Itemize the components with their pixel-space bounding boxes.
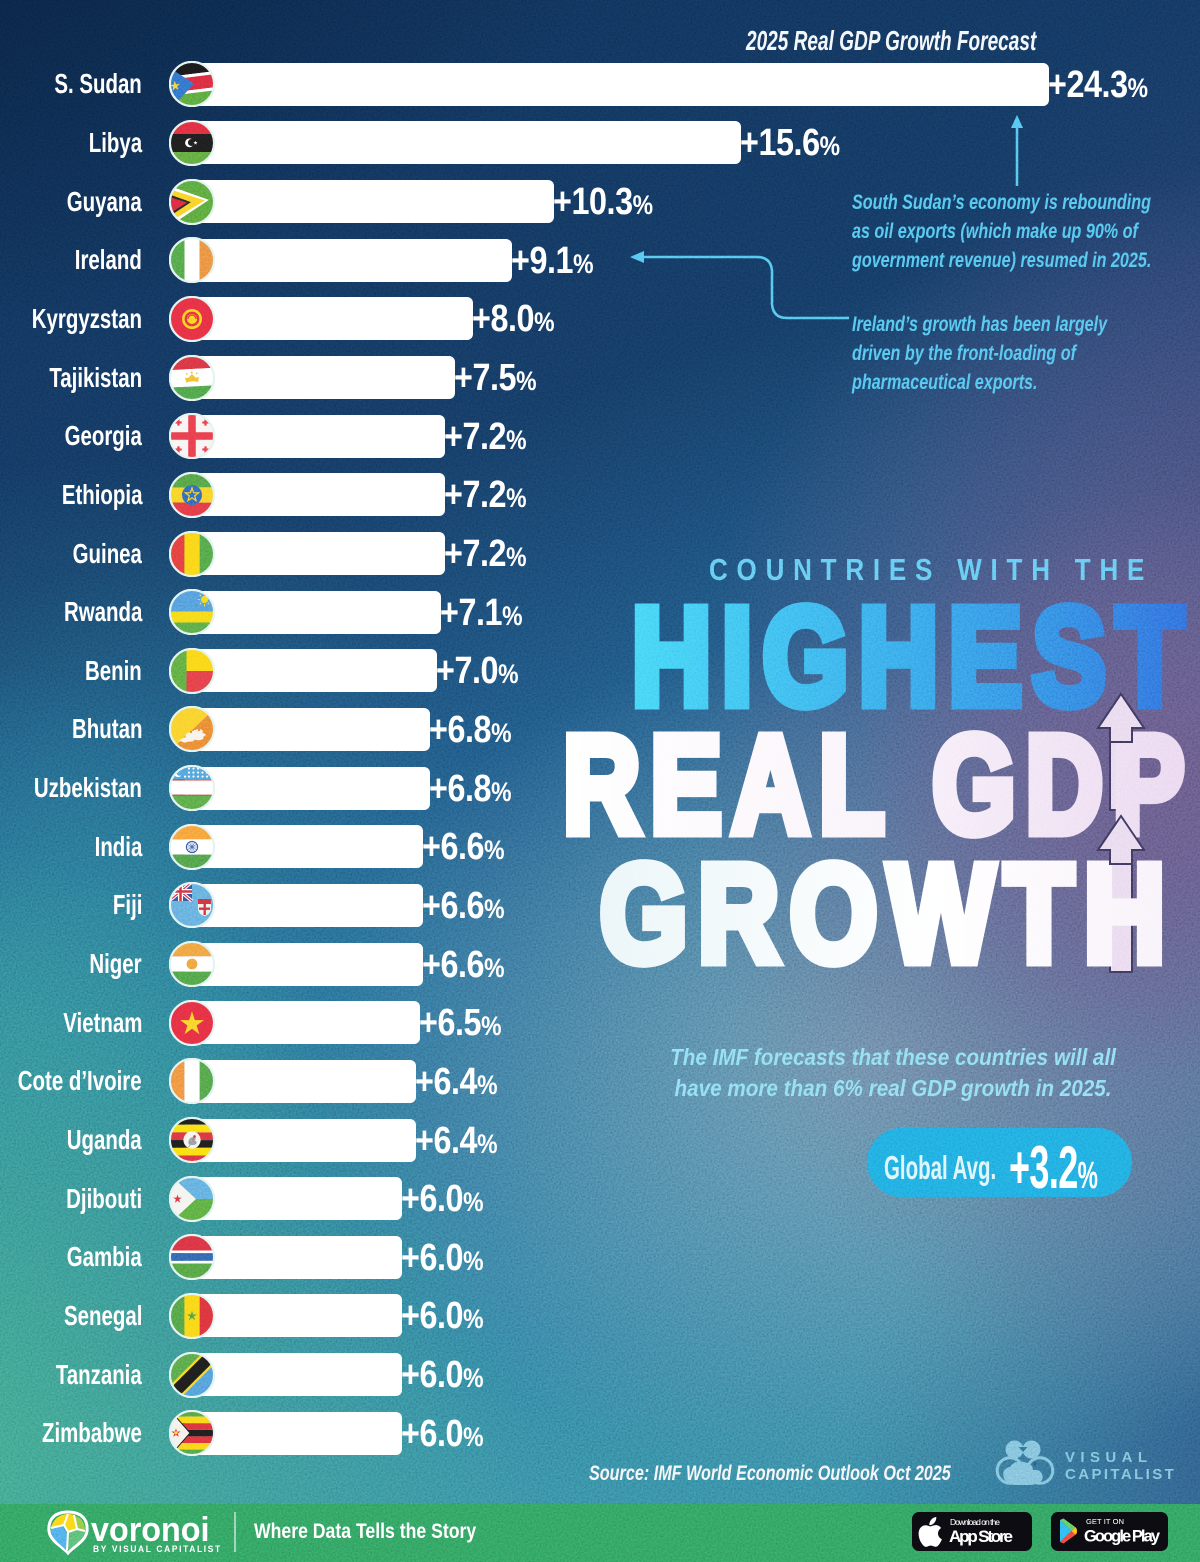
svg-text:VISUAL: VISUAL	[1065, 1449, 1152, 1466]
svg-text:GET IT ON: GET IT ON	[1086, 1517, 1124, 1526]
svg-text:Google Play: Google Play	[1084, 1528, 1161, 1546]
svg-text:App Store: App Store	[949, 1527, 1013, 1546]
svg-text:CAPITALIST: CAPITALIST	[1065, 1466, 1176, 1483]
svg-text:Download on the: Download on the	[950, 1517, 1000, 1527]
